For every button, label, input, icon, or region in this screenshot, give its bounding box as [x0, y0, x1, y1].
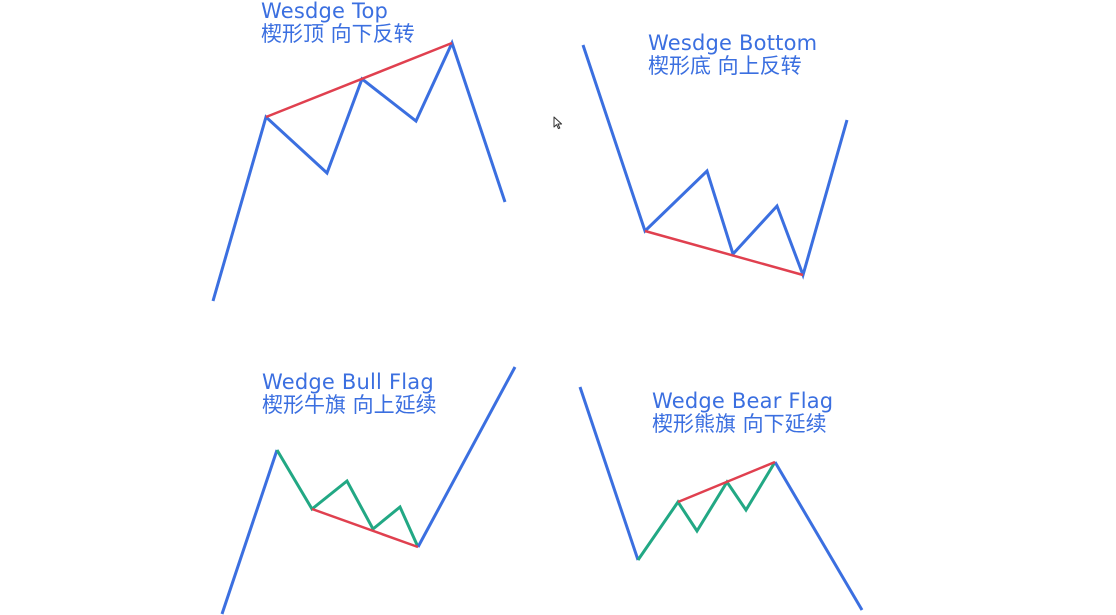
wedge-bull-flag-diagram: [220, 366, 517, 615]
bear-flag-impulse-down-line: [578, 386, 640, 561]
bull-flag-support-line: [311, 507, 419, 549]
wedge-top-title: Wesdge Top 楔形顶 向下反转: [261, 1, 415, 45]
wedge-bear-flag-diagram: [578, 386, 864, 611]
wedge-bottom-support-line: [644, 229, 804, 277]
wedge-bull-flag-title-en: Wedge Bull Flag: [262, 370, 434, 394]
wedge-top-resistance-line: [265, 41, 453, 119]
wedge-bull-flag-title: Wedge Bull Flag 楔形牛旗 向上延续: [262, 372, 437, 416]
wedge-bottom-title-en: Wesdge Bottom: [648, 31, 818, 55]
wedge-bottom-title: Wesdge Bottom 楔形底 向上反转: [648, 33, 817, 77]
bull-flag-impulse-up-line: [220, 449, 279, 615]
wedge-top-price-line: [211, 38, 507, 302]
wedge-bottom-diagram: [581, 44, 849, 280]
wedge-bottom-title-zh: 楔形底 向上反转: [648, 54, 802, 78]
bear-flag-breakdown-line: [773, 461, 864, 611]
wedge-top-diagram: [211, 38, 507, 302]
wedge-top-title-en: Wesdge Top: [261, 0, 389, 23]
bear-flag-pullback-line: [636, 461, 777, 561]
wedge-bear-flag-title-en: Wedge Bear Flag: [652, 389, 834, 413]
bull-flag-breakout-line: [416, 366, 517, 548]
bear-flag-resistance-line: [677, 460, 776, 504]
wedge-bottom-price-line: [581, 44, 849, 280]
mouse-pointer-icon: [553, 115, 563, 134]
wedge-top-title-zh: 楔形顶 向下反转: [261, 22, 415, 46]
wedge-bull-flag-title-zh: 楔形牛旗 向上延续: [262, 393, 437, 417]
bull-flag-pullback-line: [275, 449, 420, 548]
wedge-bear-flag-title-zh: 楔形熊旗 向下延续: [652, 412, 827, 436]
wedge-bear-flag-title: Wedge Bear Flag 楔形熊旗 向下延续: [652, 391, 833, 435]
